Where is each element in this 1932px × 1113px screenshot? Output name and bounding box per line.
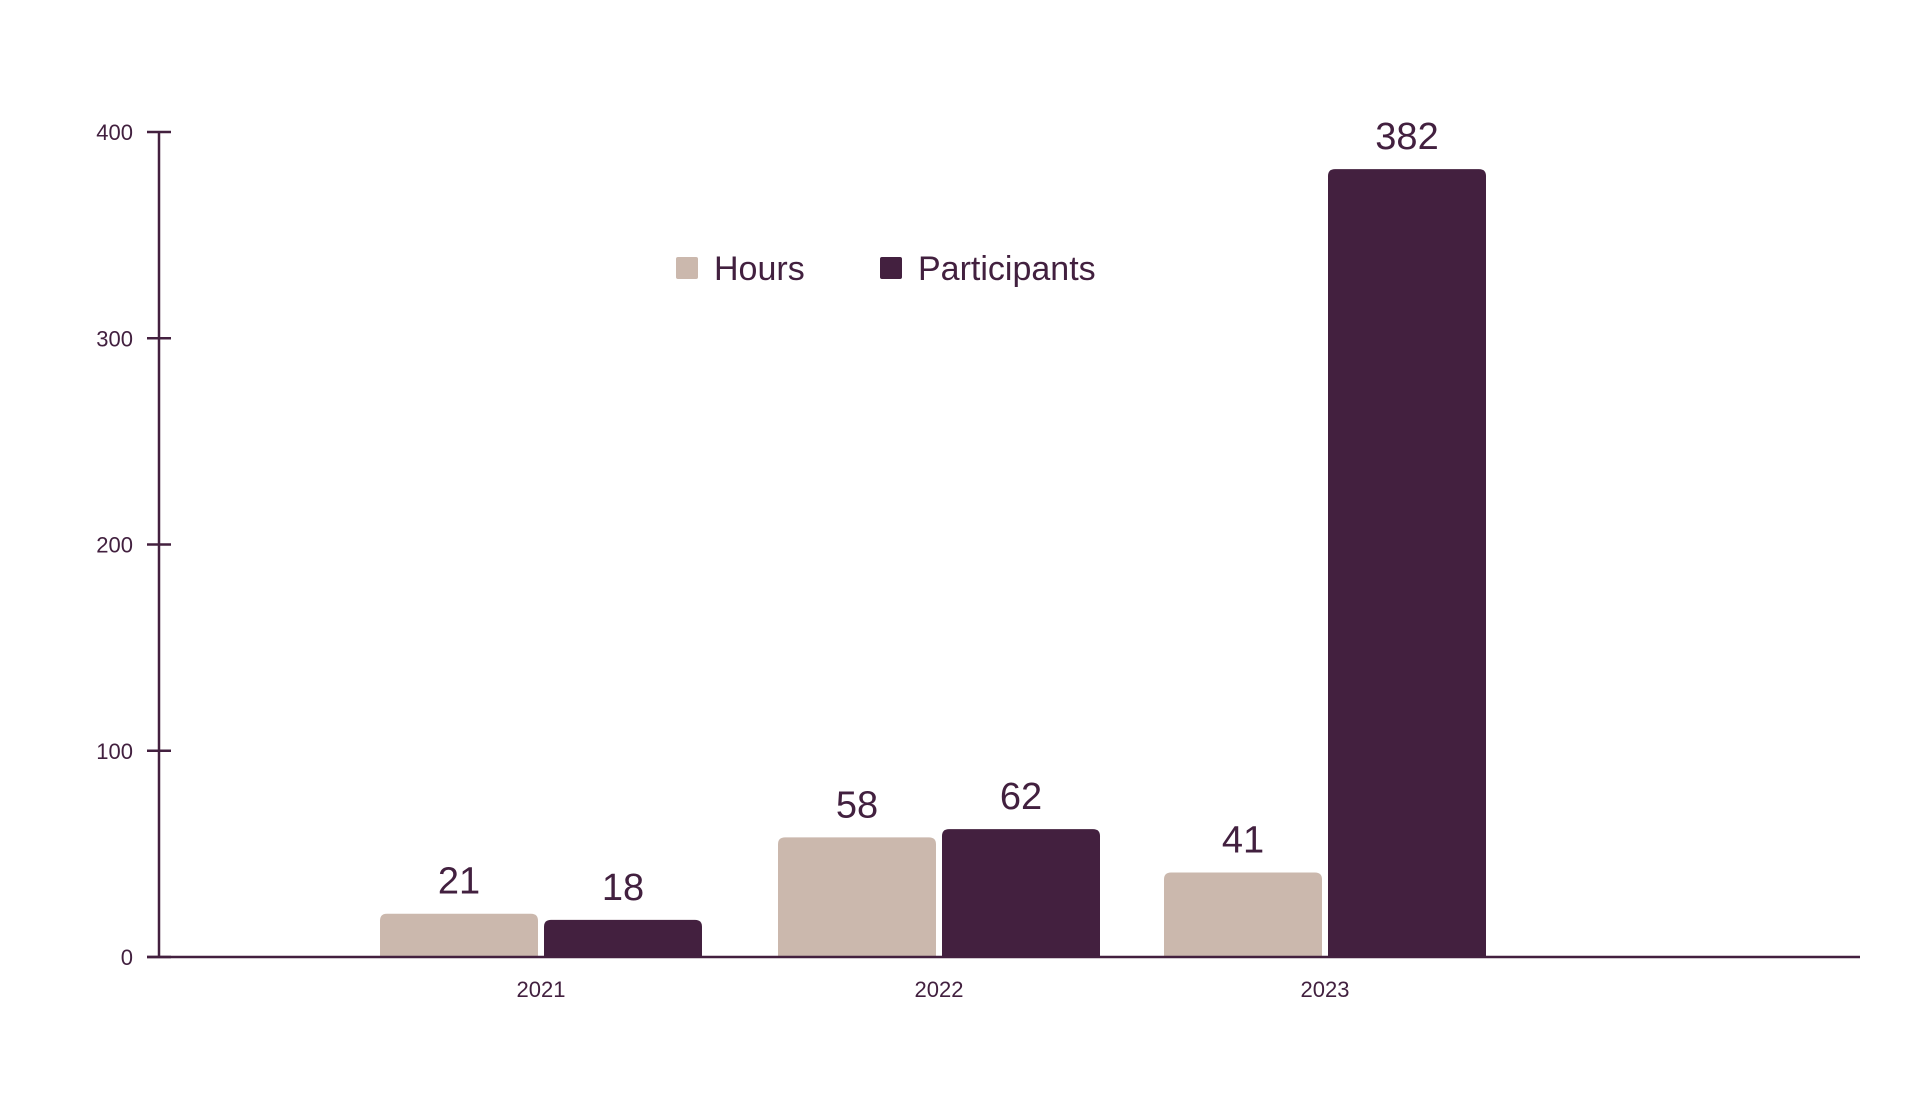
x-tick-label: 2021 xyxy=(517,977,566,1002)
data-label-hours-2022: 58 xyxy=(836,784,878,826)
legend-label-hours: Hours xyxy=(714,250,805,288)
bar-participants-2021 xyxy=(544,919,702,957)
data-label-participants-2021: 18 xyxy=(602,867,644,909)
y-tick-label: 100 xyxy=(96,739,133,764)
y-tick-label: 0 xyxy=(121,945,133,970)
bar-hours-2022 xyxy=(778,837,936,957)
legend-label-participants: Participants xyxy=(918,250,1096,288)
data-label-hours-2021: 21 xyxy=(438,861,480,903)
legend-swatch-participants xyxy=(880,257,902,279)
legend-swatch-hours xyxy=(676,257,698,279)
y-tick-label: 200 xyxy=(96,533,133,558)
data-label-hours-2023: 41 xyxy=(1222,819,1264,861)
bar-participants-2022 xyxy=(942,829,1100,957)
x-tick-label: 2022 xyxy=(915,977,964,1002)
data-label-participants-2023: 382 xyxy=(1375,116,1438,158)
y-tick-label: 300 xyxy=(96,326,133,351)
x-tick-label: 2023 xyxy=(1301,977,1350,1002)
bar-hours-2021 xyxy=(380,913,538,957)
legend: Hours Participants xyxy=(676,250,1096,288)
bars xyxy=(380,169,1486,957)
x-axis-labels: 2021 2022 2023 xyxy=(517,977,1350,1002)
data-labels: 21 18 58 62 41 382 xyxy=(438,116,1439,909)
bar-participants-2023 xyxy=(1328,169,1486,957)
data-label-participants-2022: 62 xyxy=(1000,776,1042,818)
bar-hours-2023 xyxy=(1164,872,1322,957)
axes xyxy=(147,132,1860,959)
y-tick-label: 400 xyxy=(96,120,133,145)
